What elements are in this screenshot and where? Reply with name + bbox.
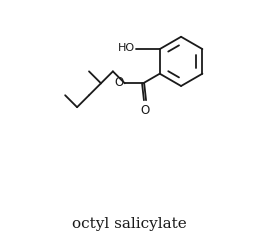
Text: octyl salicylate: octyl salicylate [72,217,187,231]
Text: O: O [141,104,150,117]
Text: O: O [114,76,124,89]
Text: HO: HO [118,43,135,53]
